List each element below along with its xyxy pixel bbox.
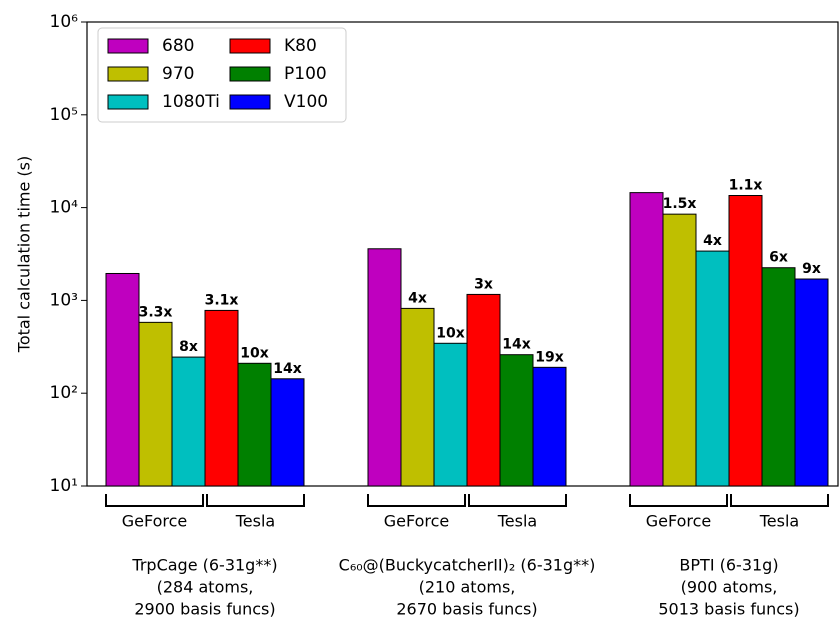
speedup-label: 3.3x: [139, 304, 173, 320]
bar: [532, 366, 567, 487]
legend-label: V100: [284, 92, 328, 112]
legend-swatch: [229, 38, 271, 54]
speedup-label: 19x: [535, 349, 564, 365]
bracket: [206, 494, 305, 507]
category-label: 2900 basis funcs): [134, 600, 275, 618]
legend-label: P100: [284, 64, 327, 84]
bar: [662, 213, 697, 487]
bar: [270, 378, 305, 487]
bar: [761, 267, 796, 487]
legend-box: [97, 27, 347, 123]
legend-swatch: [107, 94, 149, 110]
y-tick-label: 10²: [50, 383, 78, 403]
speedup-label: 3x: [474, 276, 493, 292]
subgroup-label: Tesla: [235, 512, 275, 531]
bar: [466, 293, 501, 487]
bracket: [629, 494, 728, 507]
bar: [237, 362, 272, 487]
legend-label: 1080Ti: [162, 92, 220, 112]
y-tick-label: 10⁶: [50, 12, 79, 32]
bracket: [367, 494, 466, 507]
category-label: (900 atoms,: [681, 578, 778, 597]
bracket: [468, 494, 567, 507]
speedup-label: 4x: [703, 233, 722, 249]
bar: [728, 195, 763, 487]
legend-swatch: [107, 38, 149, 54]
category-label: TrpCage (6-31g**): [131, 556, 277, 575]
bar: [499, 354, 534, 487]
speedup-label: 4x: [408, 290, 427, 306]
speedup-label: 1.1x: [729, 178, 763, 194]
legend-swatch: [229, 94, 271, 110]
bar: [105, 272, 140, 487]
bar: [794, 278, 829, 487]
subgroup-label: Tesla: [497, 512, 537, 531]
speedup-label: 9x: [802, 261, 821, 277]
speedup-label: 14x: [273, 361, 302, 377]
category-label: BPTI (6-31g): [679, 556, 778, 575]
subgroup-label: GeForce: [122, 512, 188, 531]
y-tick-label: 10³: [50, 290, 78, 310]
speedup-label: 10x: [436, 325, 465, 341]
speedup-label: 6x: [769, 250, 788, 266]
y-axis-label: Total calculation time (s): [15, 156, 34, 353]
y-tick-label: 10⁵: [50, 105, 78, 125]
bracket: [730, 494, 829, 507]
bar: [695, 250, 730, 487]
legend-label: 970: [162, 64, 194, 84]
legend-label: K80: [284, 36, 317, 56]
speedup-label: 1.5x: [663, 196, 697, 212]
bracket: [105, 494, 204, 507]
bar: [204, 309, 239, 487]
legend-label: 680: [162, 36, 194, 56]
speedup-label: 10x: [240, 345, 269, 361]
category-label: (210 atoms,: [419, 578, 516, 597]
subgroup-label: Tesla: [759, 512, 799, 531]
bar: [629, 192, 664, 487]
y-tick-label: 10¹: [50, 476, 78, 496]
bar: [400, 307, 435, 487]
subgroup-label: GeForce: [646, 512, 712, 531]
bar: [138, 321, 173, 487]
category-label: 2670 basis funcs): [396, 600, 537, 618]
y-tick-label: 10⁴: [50, 198, 79, 218]
legend-swatch: [229, 66, 271, 82]
bar: [433, 342, 468, 487]
category-label: 5013 basis funcs): [658, 600, 799, 618]
category-label: (284 atoms,: [157, 578, 254, 597]
legend: 680 970 1080Ti K80 P100 V100: [97, 27, 347, 123]
category-label: C₆₀@(BuckycatcherII)₂ (6-31g**): [339, 556, 596, 575]
subgroup-label: GeForce: [384, 512, 450, 531]
bar: [171, 356, 206, 487]
bar: [367, 248, 402, 487]
speedup-label: 3.1x: [205, 292, 239, 308]
legend-swatch: [107, 66, 149, 82]
speedup-label: 8x: [179, 339, 198, 355]
speedup-label: 14x: [502, 337, 531, 353]
